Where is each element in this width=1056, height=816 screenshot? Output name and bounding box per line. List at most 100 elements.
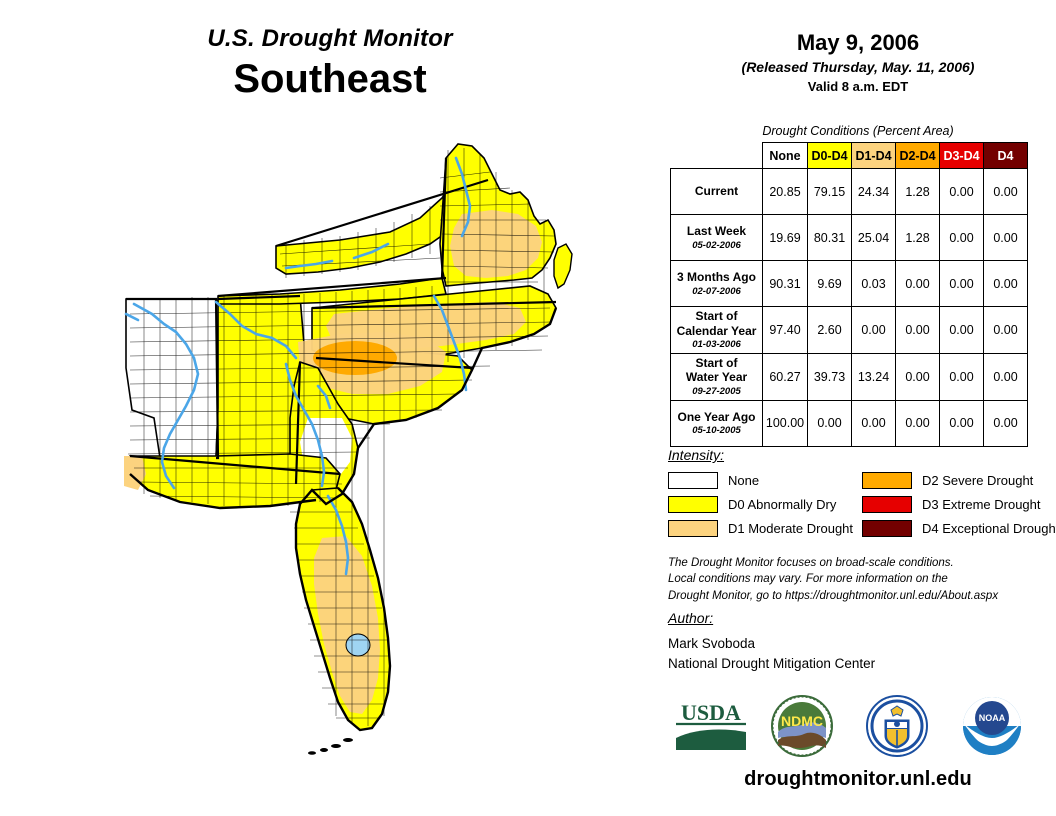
state-borders bbox=[126, 157, 557, 485]
valid-date: May 9, 2006 bbox=[796, 30, 920, 55]
cell-cy-d4: 0.00 bbox=[983, 306, 1028, 354]
row-label-current: Current bbox=[670, 168, 763, 215]
usda-logo: USDA bbox=[672, 698, 750, 756]
col-header-d4: D4 bbox=[983, 142, 1028, 169]
cell-wy-d4: 0.00 bbox=[983, 352, 1028, 401]
legend-item-d0: D0 Abnormally Dry bbox=[668, 495, 862, 513]
table-row-one-year-ago: One Year Ago 05-10-2005 100.00 0.00 0.00… bbox=[670, 399, 1028, 447]
florida-keys bbox=[308, 738, 353, 755]
row-label-text: Last Week bbox=[686, 223, 747, 238]
legend-row: D1 Moderate Drought D4 Exceptional Droug… bbox=[668, 516, 1056, 540]
table-row-current: Current 20.85 79.15 24.34 1.28 0.00 0.00 bbox=[670, 168, 1028, 215]
cell-1yr-d1: 0.00 bbox=[851, 399, 896, 447]
row-label-start-water-year: Start of Water Year 09-27-2005 bbox=[670, 352, 763, 401]
row-label-text: Current bbox=[694, 184, 739, 199]
col-header-none: None bbox=[762, 142, 808, 169]
table-body: Current 20.85 79.15 24.34 1.28 0.00 0.00… bbox=[670, 168, 1028, 447]
legend-item-d2: D2 Severe Drought bbox=[862, 471, 1056, 489]
row-label-date: 05-02-2006 bbox=[692, 239, 741, 251]
cell-lastweek-d4: 0.00 bbox=[983, 214, 1028, 261]
disclaimer-text: The Drought Monitor focuses on broad-sca… bbox=[668, 557, 999, 602]
intensity-legend: None D2 Severe Drought D0 Abnormally Dry… bbox=[668, 468, 1056, 540]
cell-3mo-d3: 0.00 bbox=[939, 260, 984, 307]
region-title: Southeast bbox=[233, 57, 427, 102]
map-title-block: U.S. Drought Monitor Southeast bbox=[60, 25, 600, 102]
usda-logo-text: USDA bbox=[681, 700, 741, 725]
cell-3mo-none: 90.31 bbox=[762, 260, 808, 307]
cell-3mo-d1: 0.03 bbox=[851, 260, 896, 307]
cell-lastweek-d2: 1.28 bbox=[895, 214, 940, 261]
cell-1yr-d3: 0.00 bbox=[939, 399, 984, 447]
cell-cy-none: 97.40 bbox=[762, 306, 808, 354]
cell-3mo-d4: 0.00 bbox=[983, 260, 1028, 307]
info-panel: May 9, 2006 (Released Thursday, May. 11,… bbox=[660, 0, 1056, 816]
cell-1yr-d4: 0.00 bbox=[983, 399, 1028, 447]
cell-cy-d0: 2.60 bbox=[807, 306, 852, 354]
ndmc-logo-text: NDMC bbox=[781, 713, 823, 729]
swatch-none bbox=[668, 471, 718, 489]
table-row-start-water-year: Start of Water Year 09-27-2005 60.27 39.7… bbox=[670, 352, 1028, 401]
florida-d1-zone bbox=[314, 536, 380, 714]
noaa-logo-text: NOAA bbox=[979, 713, 1006, 723]
swatch-d2 bbox=[862, 471, 912, 489]
cell-3mo-d0: 9.69 bbox=[807, 260, 852, 307]
cell-current-d2: 1.28 bbox=[895, 168, 940, 215]
legend-row: None D2 Severe Drought bbox=[668, 468, 1056, 492]
intensity-heading: Intensity: bbox=[668, 447, 725, 463]
drought-map bbox=[90, 118, 660, 808]
author-organization: National Drought Mitigation Center bbox=[668, 656, 876, 672]
legend-item-d1: D1 Moderate Drought bbox=[668, 519, 862, 537]
cell-1yr-none: 100.00 bbox=[762, 399, 808, 447]
cell-current-d0: 79.15 bbox=[807, 168, 852, 215]
cell-3mo-d2: 0.00 bbox=[895, 260, 940, 307]
author-heading: Author: bbox=[668, 610, 714, 626]
cell-lastweek-d3: 0.00 bbox=[939, 214, 984, 261]
cell-lastweek-d1: 25.04 bbox=[851, 214, 896, 261]
cell-wy-d1: 13.24 bbox=[851, 352, 896, 401]
row-label-text: Start of Water Year bbox=[685, 355, 748, 385]
cell-current-none: 20.85 bbox=[762, 168, 808, 215]
row-label-one-year-ago: One Year Ago 05-10-2005 bbox=[670, 399, 763, 447]
cell-wy-d2: 0.00 bbox=[895, 352, 940, 401]
row-label-3-months-ago: 3 Months Ago 02-07-2006 bbox=[670, 260, 763, 307]
swatch-d0 bbox=[668, 495, 718, 513]
cell-current-d4: 0.00 bbox=[983, 168, 1028, 215]
valid-time: Valid 8 a.m. EDT bbox=[807, 79, 909, 95]
table-caption: Drought Conditions (Percent Area) bbox=[762, 124, 954, 138]
cell-1yr-d2: 0.00 bbox=[895, 399, 940, 447]
cell-current-d1: 24.34 bbox=[851, 168, 896, 215]
row-label-date: 02-07-2006 bbox=[692, 285, 741, 297]
table-row-last-week: Last Week 05-02-2006 19.69 80.31 25.04 1… bbox=[670, 214, 1028, 261]
row-label-text: One Year Ago bbox=[677, 409, 756, 424]
louisiana-sliver-d1 bbox=[124, 456, 146, 490]
cell-lastweek-none: 19.69 bbox=[762, 214, 808, 261]
cell-wy-d0: 39.73 bbox=[807, 352, 852, 401]
author-block: Mark Svoboda National Drought Mitigation… bbox=[668, 634, 875, 675]
row-label-start-calendar-year: Start of Calendar Year 01-03-2006 bbox=[670, 306, 763, 354]
table-header: None D0-D4 D1-D4 D2-D4 D3-D4 D4 bbox=[671, 142, 1028, 169]
legend-item-d3: D3 Extreme Drought bbox=[862, 495, 1056, 513]
rivers bbox=[124, 156, 472, 576]
cell-lastweek-d0: 80.31 bbox=[807, 214, 852, 261]
row-label-last-week: Last Week 05-02-2006 bbox=[670, 214, 763, 261]
cell-cy-d1: 0.00 bbox=[851, 306, 896, 354]
legend-label-d1: D1 Moderate Drought bbox=[728, 520, 854, 536]
released-date: (Released Thursday, May. 11, 2006) bbox=[741, 59, 975, 76]
row-label-text: 3 Months Ago bbox=[677, 269, 756, 284]
map-states-group bbox=[124, 143, 573, 755]
delmarva-peninsula bbox=[553, 243, 573, 290]
page-title: U.S. Drought Monitor bbox=[207, 25, 453, 52]
ndmc-logo: NDMC bbox=[770, 694, 834, 758]
cell-current-d3: 0.00 bbox=[939, 168, 984, 215]
cell-wy-none: 60.27 bbox=[762, 352, 808, 401]
row-label-text: Start of Calendar Year bbox=[676, 309, 757, 338]
col-header-d3: D3-D4 bbox=[939, 142, 984, 169]
row-label-date: 09-27-2005 bbox=[692, 386, 741, 398]
author-name: Mark Svoboda bbox=[668, 636, 756, 651]
coastline bbox=[129, 307, 558, 732]
legend-item-d4: D4 Exceptional Drought bbox=[862, 519, 1056, 537]
footer-url: droughtmonitor.unl.edu bbox=[744, 768, 972, 790]
row-label-date: 01-03-2006 bbox=[692, 339, 741, 351]
cell-wy-d3: 0.00 bbox=[939, 352, 984, 401]
